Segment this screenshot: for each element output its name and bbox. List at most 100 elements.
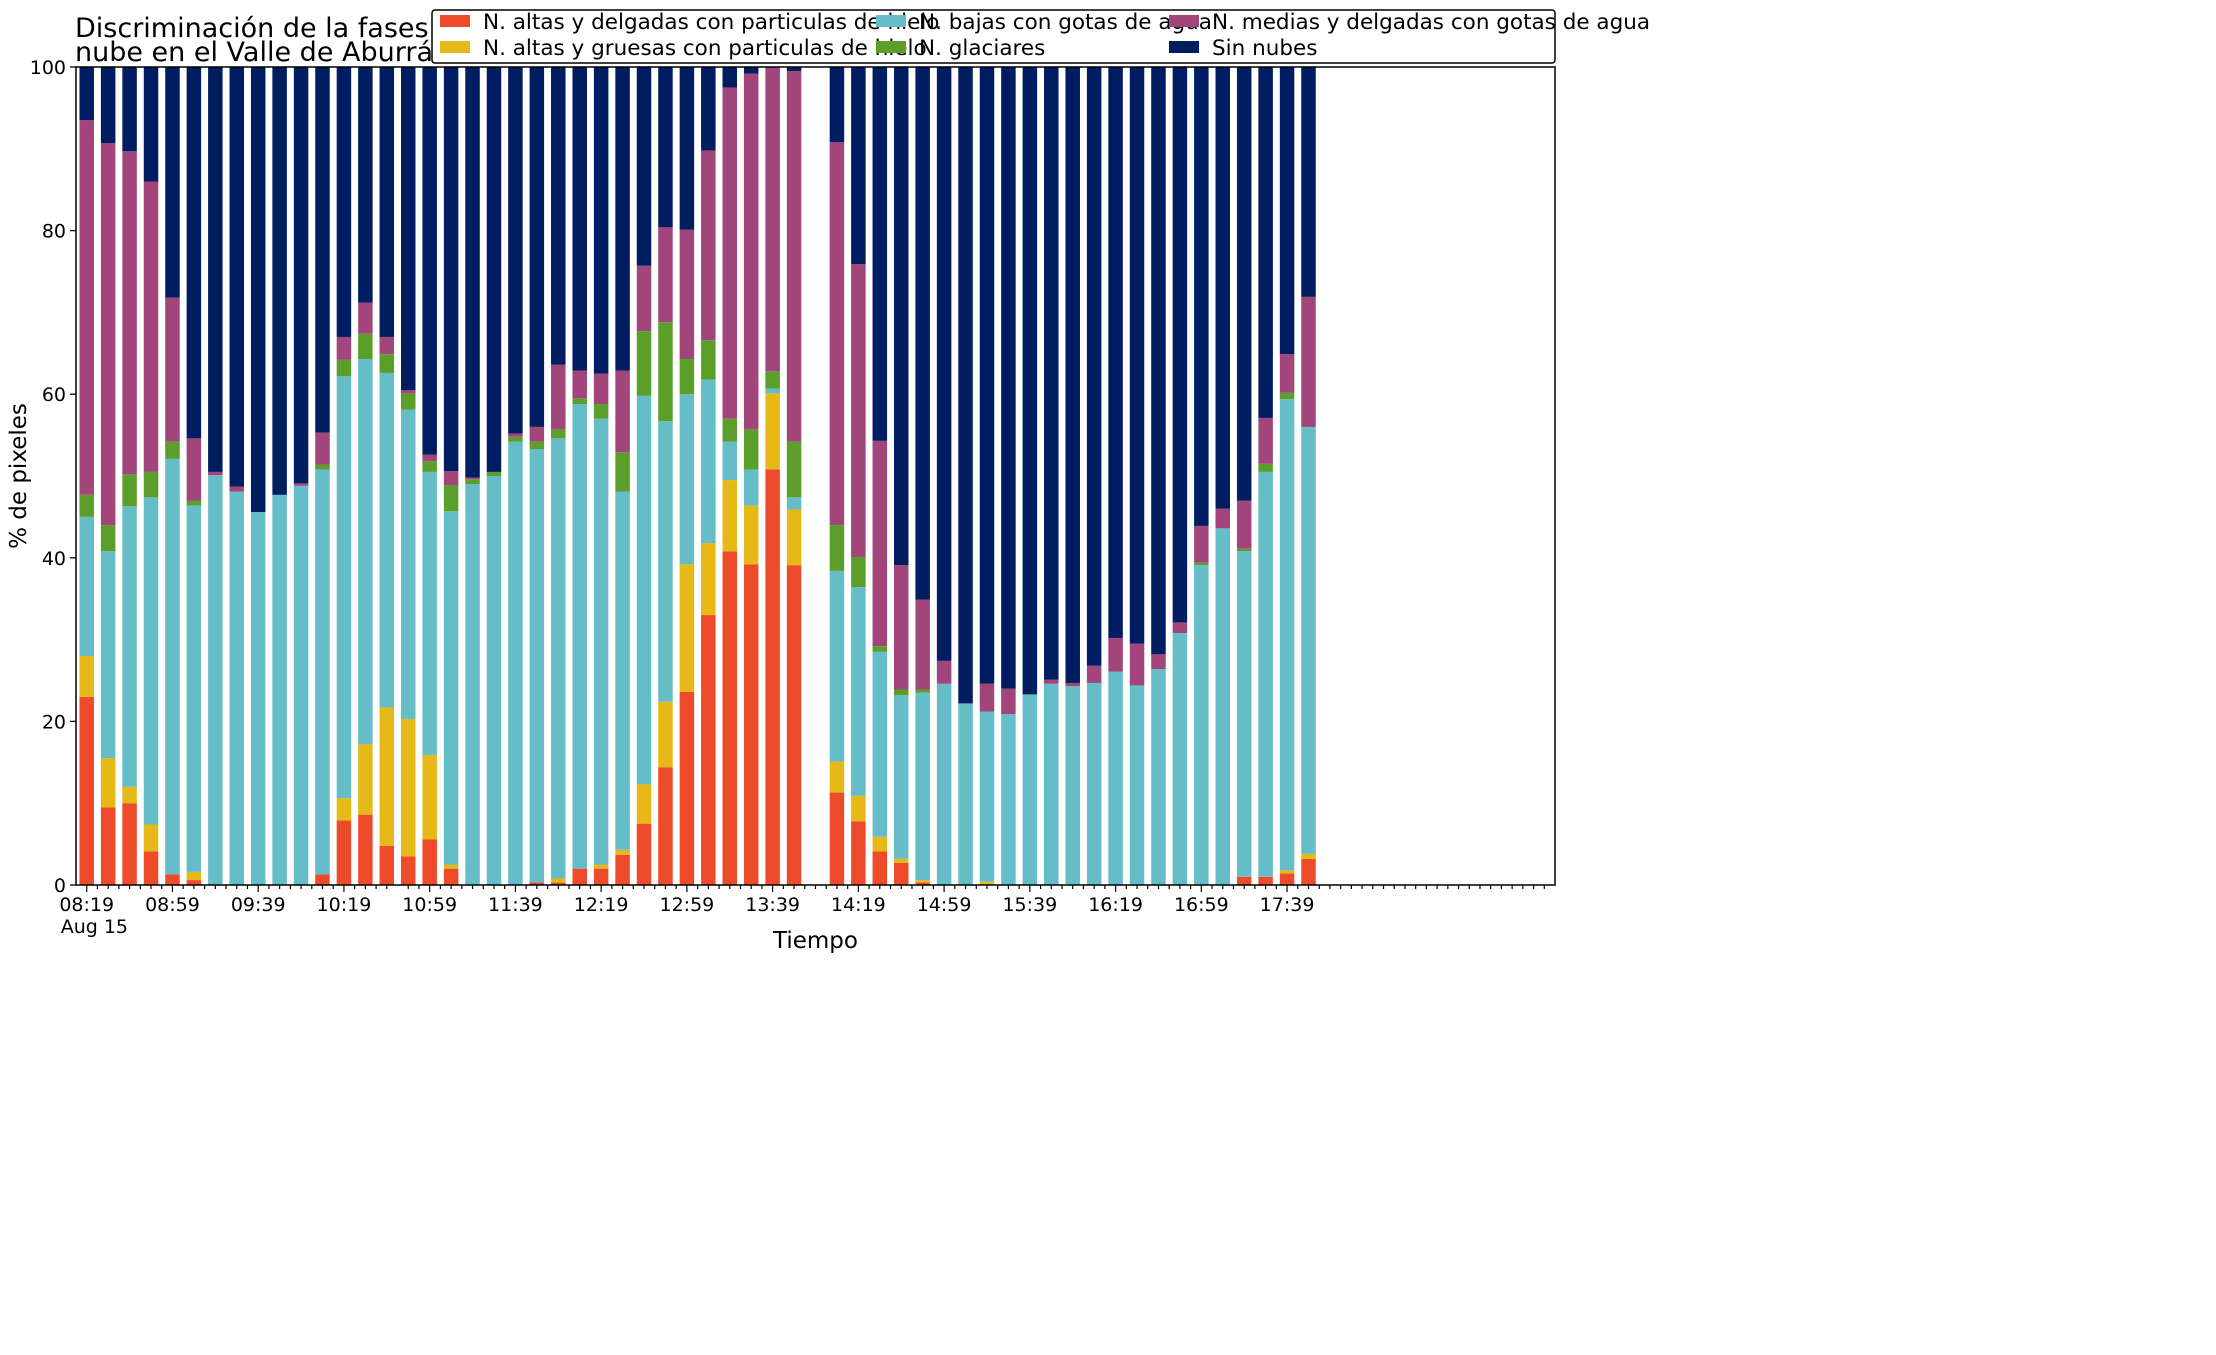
bar-segment [358, 359, 373, 745]
y-tick-label: 60 [42, 384, 66, 406]
bar-stack [1194, 67, 1209, 885]
bar-segment [1065, 67, 1080, 683]
bar-segment [100, 525, 116, 552]
bar-stack [100, 67, 116, 885]
bar-segment [658, 322, 673, 422]
bar-segment [529, 449, 545, 883]
bar-segment [615, 849, 630, 855]
bar-segment [1086, 682, 1102, 885]
bar-segment [1108, 67, 1123, 638]
bar-segment [1129, 685, 1145, 885]
bar-stack [336, 67, 352, 885]
bars-layer [79, 67, 1316, 885]
bar-segment [636, 67, 652, 266]
legend-swatch [440, 15, 470, 27]
bar-segment [893, 565, 909, 690]
bar-segment [979, 711, 995, 882]
y-tick-label: 0 [54, 875, 66, 897]
bar-segment [851, 67, 866, 265]
bar-segment [100, 807, 116, 885]
bar-segment [336, 67, 352, 337]
bar-segment [186, 67, 202, 439]
bar-segment [936, 683, 952, 885]
bar-segment [400, 856, 416, 885]
x-tick-label: 13:39 [745, 894, 800, 916]
bar-segment [722, 551, 738, 885]
bar-stack [1172, 67, 1188, 885]
bar-segment [915, 67, 930, 600]
bar-stack [293, 67, 309, 885]
bar-segment [486, 471, 502, 476]
bar-segment [1279, 392, 1295, 400]
bar-segment [893, 858, 909, 863]
bar-segment [593, 373, 609, 405]
bar-segment [1236, 500, 1252, 549]
bar-segment [508, 433, 523, 437]
legend-items: N. altas y delgadas con particulas de hi… [440, 10, 1650, 61]
bar-segment [872, 651, 888, 837]
bar-segment [851, 795, 866, 822]
bar-segment [122, 506, 137, 787]
bar-segment [743, 429, 759, 470]
x-tick-label: 11:39 [488, 894, 543, 916]
legend-swatch [440, 41, 470, 53]
bar-segment [1258, 67, 1273, 418]
bar-segment [1258, 471, 1273, 877]
bar-segment [701, 67, 716, 151]
bar-segment [122, 803, 137, 885]
bar-segment [893, 67, 909, 566]
bar-segment [1065, 686, 1080, 885]
bar-stack [1301, 67, 1316, 885]
bar-stack [529, 67, 545, 885]
bar-segment [1236, 67, 1252, 501]
bar-segment [765, 393, 780, 470]
bar-stack [958, 67, 973, 885]
legend-swatch [876, 15, 906, 27]
bar-segment [186, 438, 202, 501]
bar-segment [1215, 508, 1231, 529]
bar-segment [1022, 67, 1038, 695]
bar-segment [701, 150, 716, 341]
bar-stack [851, 67, 866, 885]
bar-segment [315, 67, 330, 433]
bar-segment [422, 471, 437, 755]
x-tick-label: 12:59 [660, 894, 715, 916]
bar-segment [208, 67, 223, 472]
bar-stack [486, 67, 502, 885]
bar-segment [658, 421, 673, 702]
bar-stack [829, 67, 845, 885]
bar-segment [551, 429, 566, 439]
y-tick-label: 20 [42, 711, 66, 733]
bar-stack [1279, 67, 1295, 885]
bar-segment [636, 265, 652, 332]
bar-segment [615, 854, 630, 885]
bar-segment [379, 845, 395, 885]
bar-segment [958, 703, 973, 885]
bar-segment [186, 505, 202, 872]
bar-stack [250, 67, 266, 885]
bar-segment [1151, 67, 1166, 655]
x-tick-label: 08:19 [59, 894, 114, 916]
bar-segment [786, 497, 802, 510]
bar-stack [679, 67, 695, 885]
bar-segment [679, 67, 695, 230]
x-tick-label: 10:19 [317, 894, 372, 916]
bar-segment [529, 441, 545, 449]
bar-segment [1194, 67, 1209, 526]
bar-segment [400, 718, 416, 857]
bar-segment [551, 878, 566, 883]
bar-segment [593, 67, 609, 374]
bar-segment [508, 436, 523, 442]
bar-segment [379, 707, 395, 846]
bar-segment [79, 67, 94, 121]
bar-segment [529, 67, 545, 427]
bar-stack [1108, 67, 1123, 885]
bar-segment [229, 486, 245, 492]
bar-segment [1258, 876, 1273, 885]
legend-item: N. altas y delgadas con particulas de hi… [440, 10, 939, 35]
bar-segment [1279, 870, 1295, 874]
bar-segment [1301, 296, 1316, 427]
bar-segment [529, 882, 545, 885]
x-axis-date-label: Aug 15 [61, 916, 128, 938]
bar-segment [936, 67, 952, 661]
